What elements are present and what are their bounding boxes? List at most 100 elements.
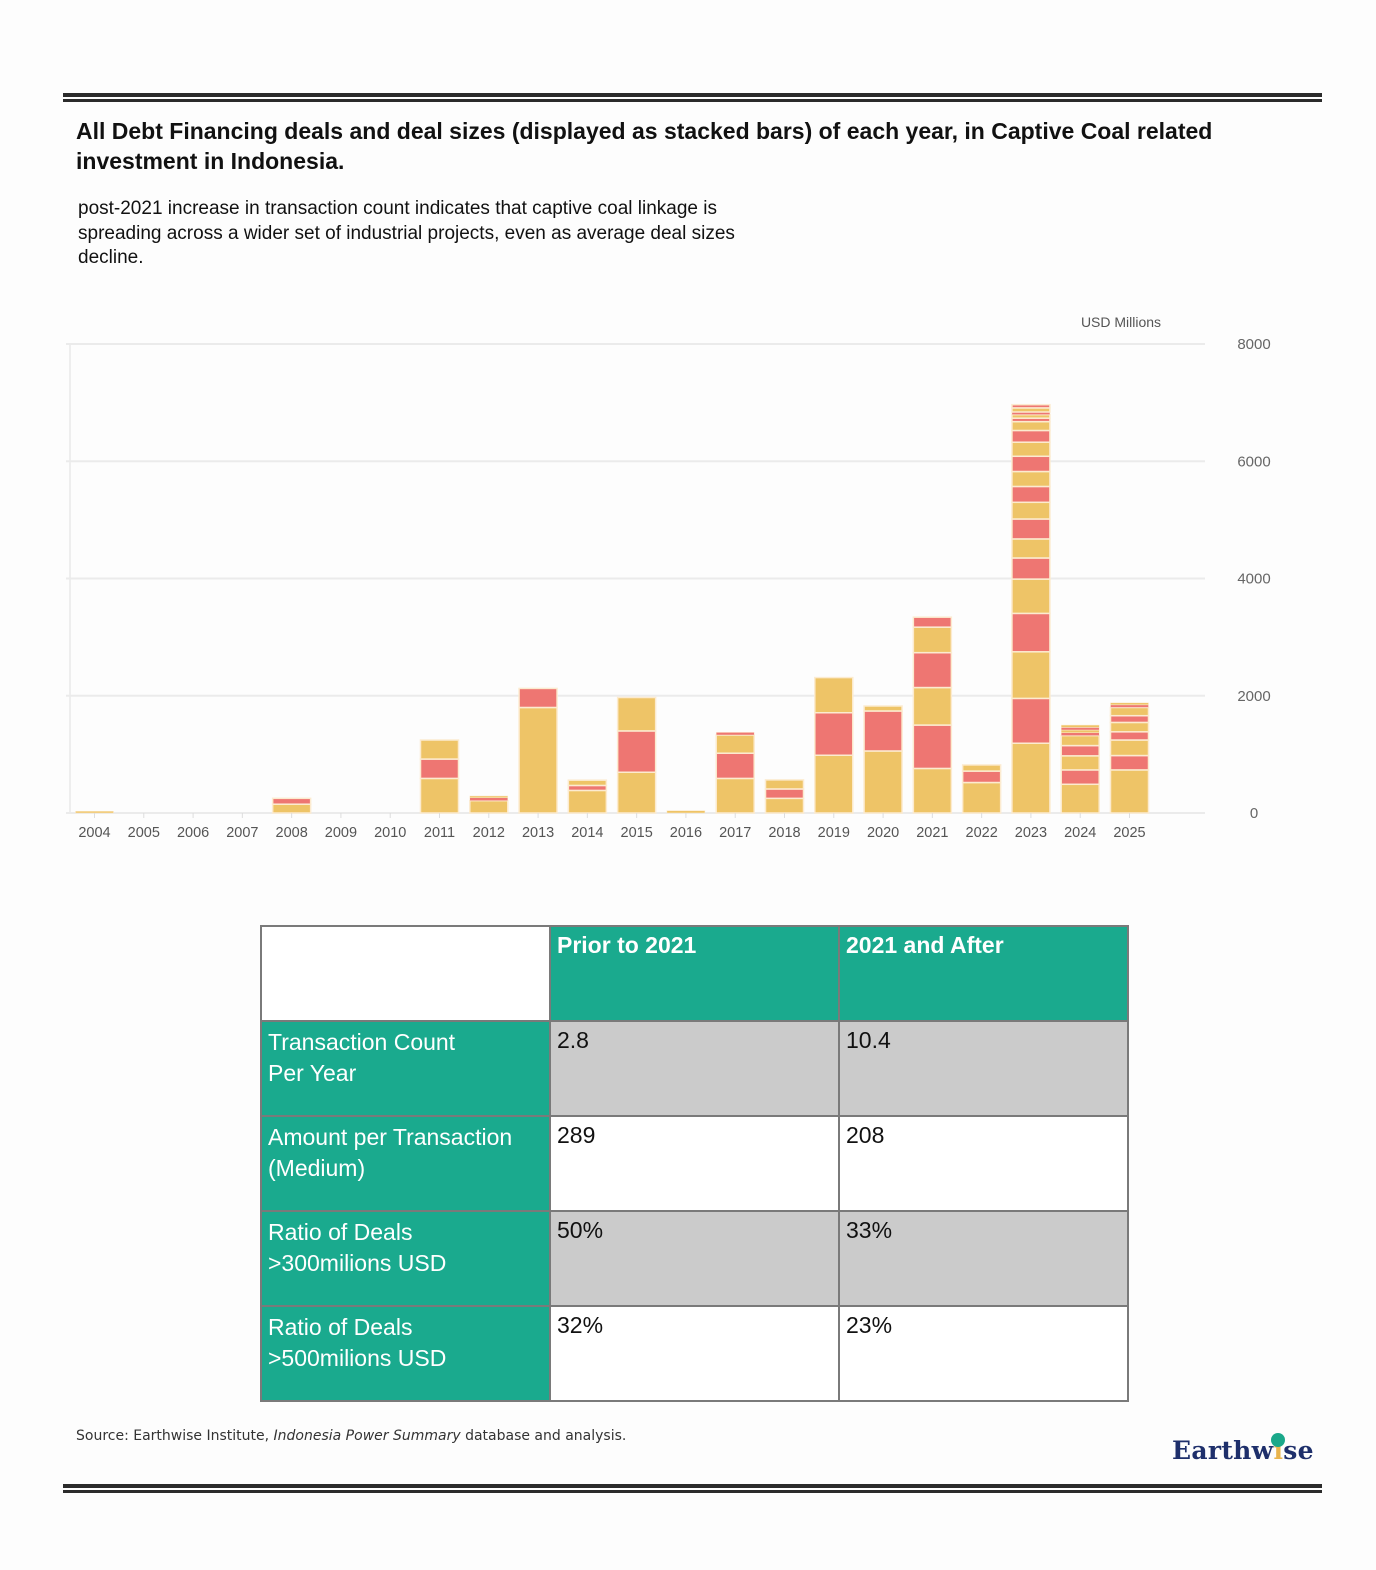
x-tick-label: 2015 xyxy=(621,825,653,841)
source-note: Source: Earthwise Institute, Indonesia P… xyxy=(76,1428,627,1444)
earthwise-logo: Earthw ıse xyxy=(1172,1433,1314,1465)
bar-2019 xyxy=(814,676,854,814)
bar-segment xyxy=(1011,429,1051,443)
bar-segment xyxy=(567,789,608,814)
bar-segment xyxy=(1060,724,1100,728)
bar-segment xyxy=(1110,702,1149,706)
table-header-prior: Prior to 2021 xyxy=(549,925,840,1022)
bar-segment xyxy=(616,730,657,774)
bottom-rule xyxy=(63,1484,1322,1493)
bar-segment xyxy=(567,779,608,787)
bar-segment xyxy=(764,788,805,800)
y-tick-label: 6000 xyxy=(1237,453,1270,470)
bar-segment xyxy=(1110,704,1149,708)
cell-after: 23% xyxy=(838,1305,1129,1402)
table-row: Ratio of Deals >500milions USD 32% 23% xyxy=(260,1305,1129,1402)
cell-prior: 50% xyxy=(549,1210,840,1307)
bar-segment xyxy=(1109,739,1150,757)
x-tick-label: 2008 xyxy=(276,825,308,841)
bar-segment xyxy=(1011,612,1051,653)
bar-segment xyxy=(912,767,953,814)
bar-segment xyxy=(1011,697,1051,744)
bar-segment xyxy=(1011,420,1051,432)
row-label: Transaction Count Per Year xyxy=(260,1020,551,1117)
bar-segment xyxy=(518,706,558,814)
bar-segment xyxy=(469,799,509,814)
bar-segment xyxy=(1060,727,1100,731)
bar-segment xyxy=(814,712,854,757)
y-tick-label: 8000 xyxy=(1237,336,1270,353)
bar-segment xyxy=(1109,721,1150,733)
logo-dot-icon xyxy=(1271,1433,1286,1447)
x-tick-label: 2011 xyxy=(424,825,455,841)
cell-prior: 32% xyxy=(549,1305,840,1402)
chart-subtitle: post-2021 increase in transaction count … xyxy=(78,198,735,268)
x-tick-label: 2007 xyxy=(226,825,258,841)
bar-segment xyxy=(1011,470,1051,488)
bar-2011 xyxy=(419,739,460,814)
x-tick-label: 2020 xyxy=(867,825,899,841)
bar-segment xyxy=(1011,742,1051,814)
bar-segment xyxy=(1060,729,1100,733)
bar-segment xyxy=(1011,441,1051,458)
bar-segment xyxy=(1060,755,1100,771)
y-axis-labels: 0 2000 4000 6000 8000 xyxy=(1237,336,1270,822)
bar-2012 xyxy=(469,795,509,814)
x-tick-label: 2005 xyxy=(128,825,160,841)
bar-segment xyxy=(1011,403,1051,409)
row-label: Amount per Transaction (Medium) xyxy=(260,1115,551,1212)
table-row: Transaction Count Per Year 2.8 10.4 xyxy=(260,1020,1129,1117)
bar-2020 xyxy=(863,705,903,814)
bar-segment xyxy=(715,752,755,780)
comparison-table: Prior to 2021 2021 and After Transaction… xyxy=(260,925,1129,1402)
bar-2015 xyxy=(616,696,657,814)
x-tick-label: 2009 xyxy=(325,825,357,841)
bar-2004 xyxy=(75,810,114,814)
x-tick-label: 2024 xyxy=(1064,825,1096,841)
bar-segment xyxy=(1060,769,1100,786)
bar-segment xyxy=(271,803,312,814)
bar-segment xyxy=(469,795,509,799)
x-tick-label: 2004 xyxy=(78,825,110,841)
bar-segment xyxy=(961,770,1002,784)
bar-segment xyxy=(814,676,854,714)
y-tick-label: 4000 xyxy=(1237,571,1270,588)
bar-segment xyxy=(912,616,953,628)
cell-after: 10.4 xyxy=(838,1020,1129,1117)
y-tick-label: 0 xyxy=(1250,805,1258,822)
row-label: Ratio of Deals >300milions USD xyxy=(260,1210,551,1307)
bar-segment xyxy=(912,686,953,726)
bar-segment xyxy=(1011,485,1051,504)
bar-segment xyxy=(863,710,903,752)
bars xyxy=(75,403,1150,814)
bar-2025 xyxy=(1109,702,1150,814)
bar-segment xyxy=(814,754,854,814)
x-axis-labels: 2004 2005 2006 2007 2008 2009 2010 2011 2012 2013… xyxy=(78,813,1146,841)
bar-segment xyxy=(912,724,953,770)
bar-2024 xyxy=(1060,724,1100,814)
bar-segment xyxy=(1109,769,1150,814)
bar-segment xyxy=(419,758,460,780)
cell-prior: 289 xyxy=(549,1115,840,1212)
bar-segment xyxy=(1060,744,1100,757)
y-axis-title: USD Millions xyxy=(1081,314,1161,330)
bar-segment xyxy=(419,739,460,760)
table-row: Ratio of Deals >300milions USD 50% 33% xyxy=(260,1210,1129,1307)
bar-segment xyxy=(1011,557,1051,580)
stacked-bar-chart: 2004 2005 2006 2007 2008 2009 2010 2011 2012 2013… xyxy=(66,314,1271,841)
table-header-row: Prior to 2021 2021 and After xyxy=(260,925,1129,1022)
table-header-after: 2021 and After xyxy=(838,925,1129,1022)
row-label: Ratio of Deals >500milions USD xyxy=(260,1305,551,1402)
bar-segment xyxy=(1011,518,1051,540)
cell-after: 208 xyxy=(838,1115,1129,1212)
x-tick-label: 2012 xyxy=(473,825,505,841)
bar-2013 xyxy=(518,687,558,814)
bar-segment xyxy=(715,777,755,814)
x-tick-label: 2014 xyxy=(571,825,603,841)
bar-segment xyxy=(666,810,706,814)
bar-segment xyxy=(1109,731,1150,741)
bar-segment xyxy=(1011,501,1051,520)
x-tick-label: 2022 xyxy=(966,825,998,841)
table-header-blank xyxy=(260,925,551,1022)
bar-segment xyxy=(1060,732,1100,736)
